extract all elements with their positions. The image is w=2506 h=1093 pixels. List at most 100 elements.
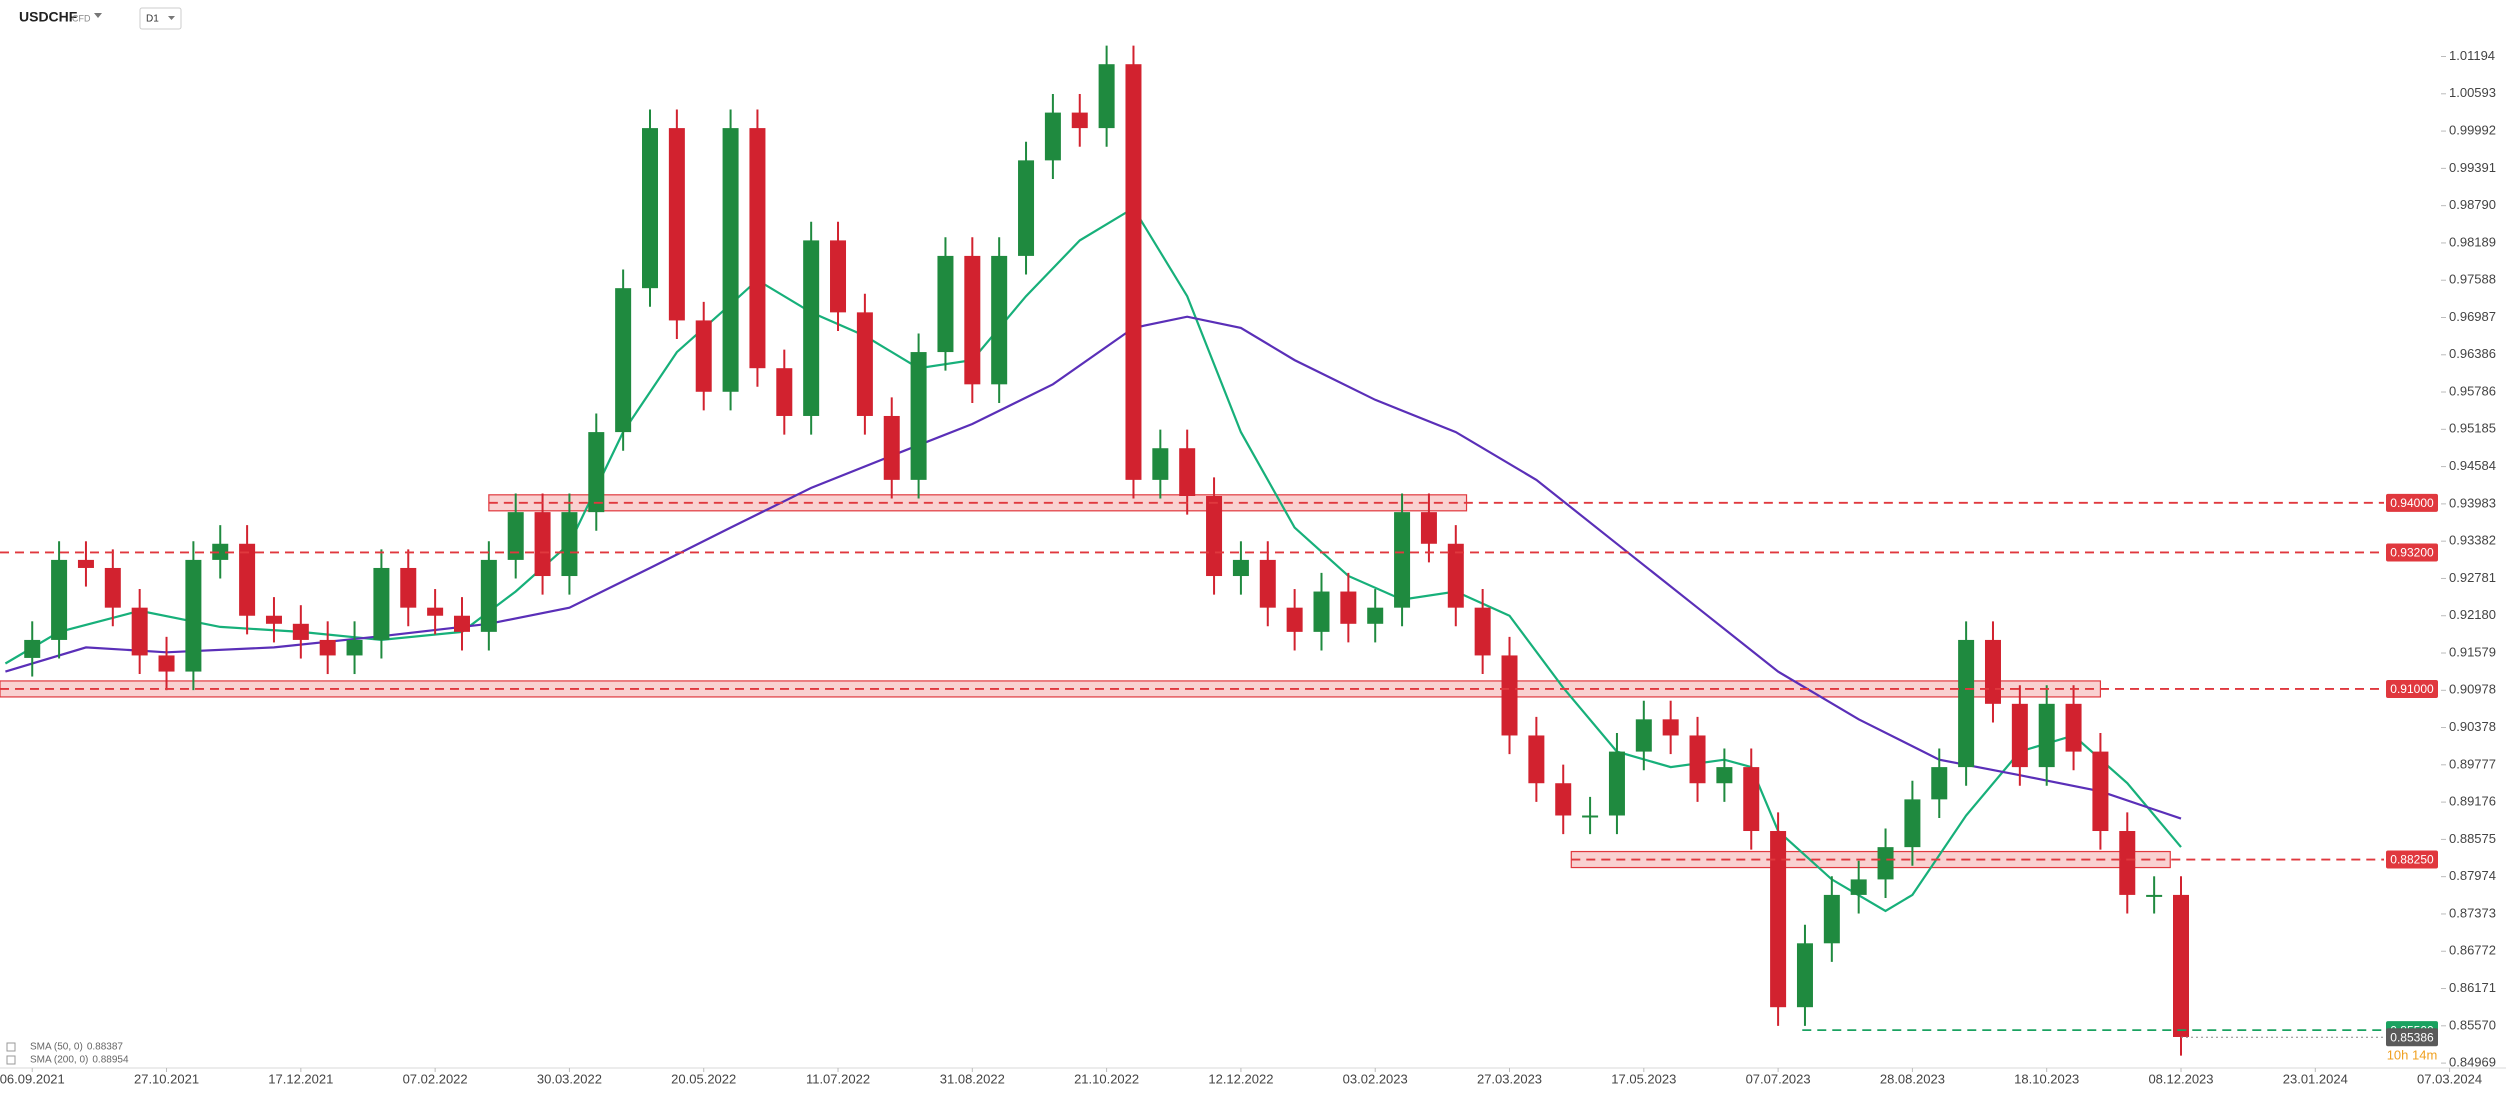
x-tick-label: 23.01.2024 <box>2283 1071 2348 1086</box>
instrument-title[interactable]: USDCHF <box>19 9 78 25</box>
candle-body <box>1152 448 1169 480</box>
candle-body <box>2038 703 2055 768</box>
candle-body <box>2092 751 2109 832</box>
candle-body <box>830 240 847 313</box>
candle-body <box>346 639 363 656</box>
candle-body <box>292 623 309 640</box>
candle-body <box>131 607 148 656</box>
instrument-dropdown[interactable] <box>94 13 102 18</box>
level-label: 0.93200 <box>2390 546 2434 560</box>
candle-body <box>1071 112 1088 129</box>
y-tick-label: 0.94584 <box>2449 458 2496 473</box>
candle-body <box>991 255 1008 385</box>
y-tick-label: 0.96987 <box>2449 309 2496 324</box>
x-tick-label: 27.10.2021 <box>134 1071 199 1086</box>
candle-body <box>2146 894 2163 897</box>
candle-body <box>2172 894 2189 1037</box>
candle-body <box>1984 639 2001 704</box>
candle-body <box>1931 767 1948 800</box>
candle-body <box>1528 735 1545 784</box>
candle-body <box>319 639 336 656</box>
candle-body <box>1689 735 1706 784</box>
candle-body <box>1259 559 1276 608</box>
candle-body <box>776 368 793 416</box>
candle-body <box>239 543 256 616</box>
candle-body <box>185 559 202 672</box>
timeframe[interactable]: D1 <box>146 14 159 25</box>
candle-body <box>1447 543 1464 608</box>
candle-body <box>104 567 121 608</box>
y-tick-label: 0.90378 <box>2449 719 2496 734</box>
candle-body <box>77 559 94 568</box>
candle-body <box>1044 112 1061 161</box>
candle-body <box>1823 894 1840 944</box>
x-tick-label: 18.10.2023 <box>2014 1071 2079 1086</box>
y-tick-label: 0.92781 <box>2449 570 2496 585</box>
y-tick-label: 0.91579 <box>2449 644 2496 659</box>
candle-body <box>534 512 551 577</box>
candle-body <box>910 352 927 480</box>
candle-body <box>749 128 766 369</box>
candle-body <box>668 128 685 321</box>
candle-body <box>1796 943 1813 1008</box>
candle-body <box>1394 512 1411 608</box>
legend-name: SMA (50, 0) <box>30 1042 83 1053</box>
candle-body <box>1635 719 1652 752</box>
candle-body <box>722 128 739 392</box>
candle-body <box>1770 831 1787 1008</box>
candle-body <box>1420 512 1437 544</box>
level-label-box <box>2386 850 2438 869</box>
x-tick-label: 21.10.2022 <box>1074 1071 1139 1086</box>
y-tick-label: 0.97588 <box>2449 272 2496 287</box>
candle-body <box>1474 607 1491 656</box>
candle-body <box>1179 448 1196 496</box>
x-tick-label: 12.12.2022 <box>1208 1071 1273 1086</box>
x-tick-label: 31.08.2022 <box>940 1071 1005 1086</box>
candle-body <box>964 255 981 385</box>
candle-body <box>642 128 659 289</box>
candle-body <box>1716 767 1733 784</box>
legend-icon <box>6 1042 16 1052</box>
candle-body <box>212 543 229 560</box>
y-tick-label: 0.86772 <box>2449 943 2496 958</box>
y-tick-label: 0.87373 <box>2449 905 2496 920</box>
y-tick-label: 0.95185 <box>2449 421 2496 436</box>
candle-body <box>1877 847 1894 880</box>
y-tick-label: 0.90978 <box>2449 682 2496 697</box>
y-tick-label: 0.98790 <box>2449 197 2496 212</box>
support-resistance-zone <box>1570 850 2171 869</box>
y-tick-label: 0.87974 <box>2449 868 2496 883</box>
candle-body <box>480 559 497 632</box>
candle-body <box>1125 64 1142 480</box>
legend-name: SMA (200, 0) <box>30 1055 88 1066</box>
timeframe-dropdown <box>168 16 175 20</box>
candle-body <box>1904 799 1921 848</box>
candle-body <box>453 615 470 632</box>
legend-value: 0.88954 <box>92 1055 129 1066</box>
candle-body <box>1501 655 1518 736</box>
y-tick-label: 1.01194 <box>2449 48 2495 63</box>
candle-body <box>1743 767 1760 832</box>
y-tick-label: 0.98189 <box>2449 234 2496 249</box>
y-tick-label: 0.93983 <box>2449 495 2496 510</box>
x-tick-label: 06.09.2021 <box>0 1071 65 1086</box>
x-tick-label: 28.08.2023 <box>1880 1071 1945 1086</box>
candle-body <box>427 607 444 616</box>
candle-body <box>1018 160 1035 256</box>
x-tick-label: 17.05.2023 <box>1611 1071 1676 1086</box>
countdown: 10h 14m <box>2387 1048 2438 1063</box>
candle-body <box>507 512 524 560</box>
candle-body <box>1555 783 1572 816</box>
x-tick-label: 03.02.2023 <box>1343 1071 1408 1086</box>
timeframe-box[interactable] <box>139 7 182 30</box>
candle-body <box>937 255 954 353</box>
sma-line <box>4 206 2182 913</box>
x-tick-label: 17.12.2021 <box>268 1071 333 1086</box>
candle-body <box>1232 559 1249 577</box>
candle-body <box>883 415 900 480</box>
candle-body <box>1206 495 1223 577</box>
y-tick-label: 0.99992 <box>2449 123 2496 138</box>
candle-body <box>695 320 712 392</box>
